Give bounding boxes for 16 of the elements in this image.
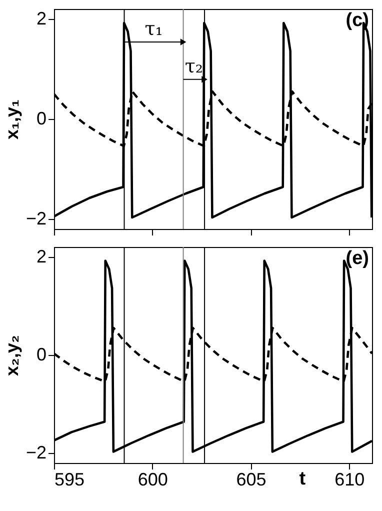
y-axis-title: x₂,y₂ bbox=[2, 334, 22, 376]
x-tick-label: 600 bbox=[138, 470, 168, 490]
y-tick-label: 0 bbox=[36, 108, 46, 128]
annotation: (e) bbox=[346, 248, 369, 269]
y-axis-title: x₁,y₁ bbox=[2, 100, 22, 140]
x-tick-label: 595 bbox=[54, 470, 85, 490]
x-tick-label: 610 bbox=[334, 470, 365, 490]
x-axis-title: t bbox=[299, 468, 306, 490]
y-tick-label: −2 bbox=[26, 442, 46, 463]
x-tick-label: 605 bbox=[236, 470, 266, 490]
y-tick-label: −2 bbox=[26, 208, 46, 228]
y-tick-label: 0 bbox=[36, 344, 46, 364]
y-tick-label: 2 bbox=[36, 8, 46, 28]
annotation: τ₂ bbox=[184, 55, 203, 78]
y-tick-label: 2 bbox=[36, 246, 46, 266]
annotation: τ₁ bbox=[144, 18, 163, 40]
